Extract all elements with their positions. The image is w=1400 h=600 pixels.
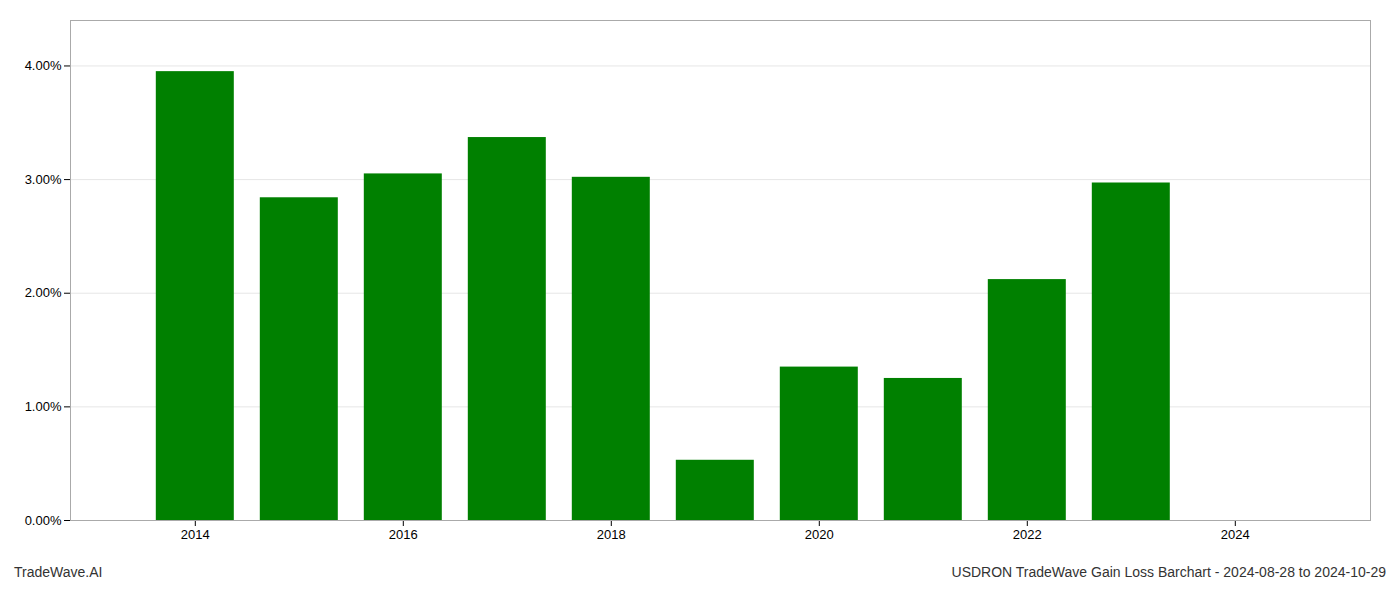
svg-text:2014: 2014 [181,527,210,542]
svg-text:1.00%: 1.00% [25,399,62,414]
svg-text:3.00%: 3.00% [25,172,62,187]
svg-text:2024: 2024 [1221,527,1250,542]
html-text:USDRON TradeWave Gain Loss Bar: USDRON TradeWave Gain Loss Barchart - 20… [951,564,1386,580]
svg-text:2020: 2020 [805,527,834,542]
svg-text:2022: 2022 [1013,527,1042,542]
svg-text:2016: 2016 [389,527,418,542]
svg-text:2018: 2018 [597,527,626,542]
svg-text:2.00%: 2.00% [25,285,62,300]
svg-text:0.00%: 0.00% [25,513,62,528]
html-text:TradeWave.AI: TradeWave.AI [14,564,103,580]
svg-text:4.00%: 4.00% [25,58,62,73]
